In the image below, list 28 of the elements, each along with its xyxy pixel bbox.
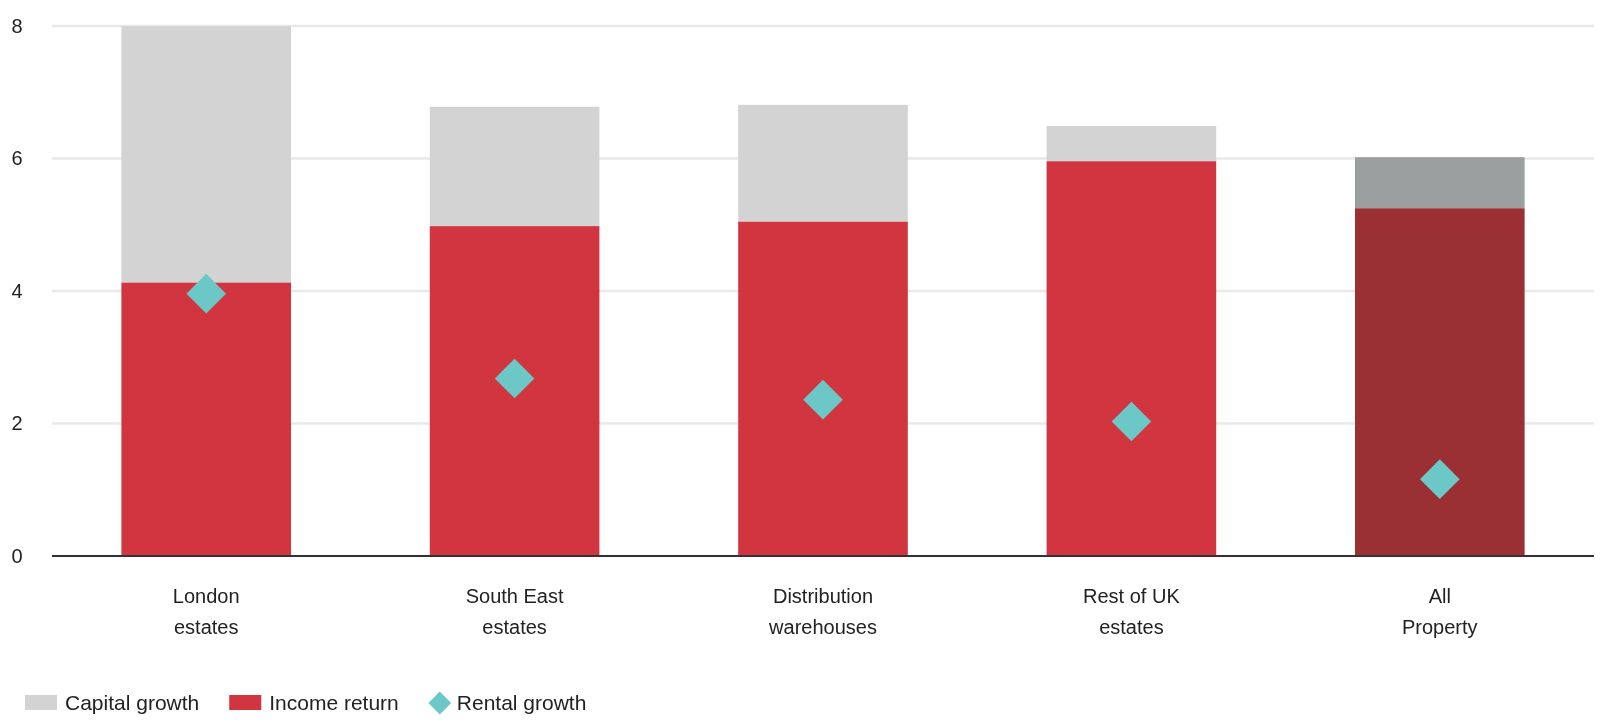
x-tick-label: Distribution warehouses: [768, 585, 877, 638]
point: [1420, 459, 1460, 499]
bar: [738, 221, 908, 556]
point: [803, 379, 843, 420]
legend-label: Capital growth: [65, 691, 200, 714]
bar: [1354, 157, 1525, 209]
legend-label: Income return: [269, 691, 399, 714]
x-tick-label: All Property: [1402, 585, 1478, 638]
bar: [738, 104, 908, 222]
bar: [1046, 126, 1217, 162]
x-tick-label: South East estates: [465, 585, 564, 638]
y-tick-label: 0: [11, 544, 23, 567]
point: [1111, 401, 1152, 442]
y-tick-label: 2: [11, 412, 23, 435]
point: [186, 273, 226, 314]
bar: [429, 226, 600, 556]
y-tick-label: 6: [11, 147, 23, 170]
bar: [1046, 161, 1217, 556]
x-tick-label: London estates: [172, 585, 240, 638]
bar: [429, 106, 600, 227]
point: [494, 358, 535, 399]
bar: [121, 26, 292, 283]
y-tick-label: 4: [11, 279, 23, 302]
legend-label: Rental growth: [456, 691, 587, 714]
x-tick-label: Rest of UK estates: [1083, 585, 1181, 638]
y-tick-label: 8: [11, 14, 23, 37]
bar: [121, 282, 292, 556]
bar: [1354, 208, 1525, 556]
